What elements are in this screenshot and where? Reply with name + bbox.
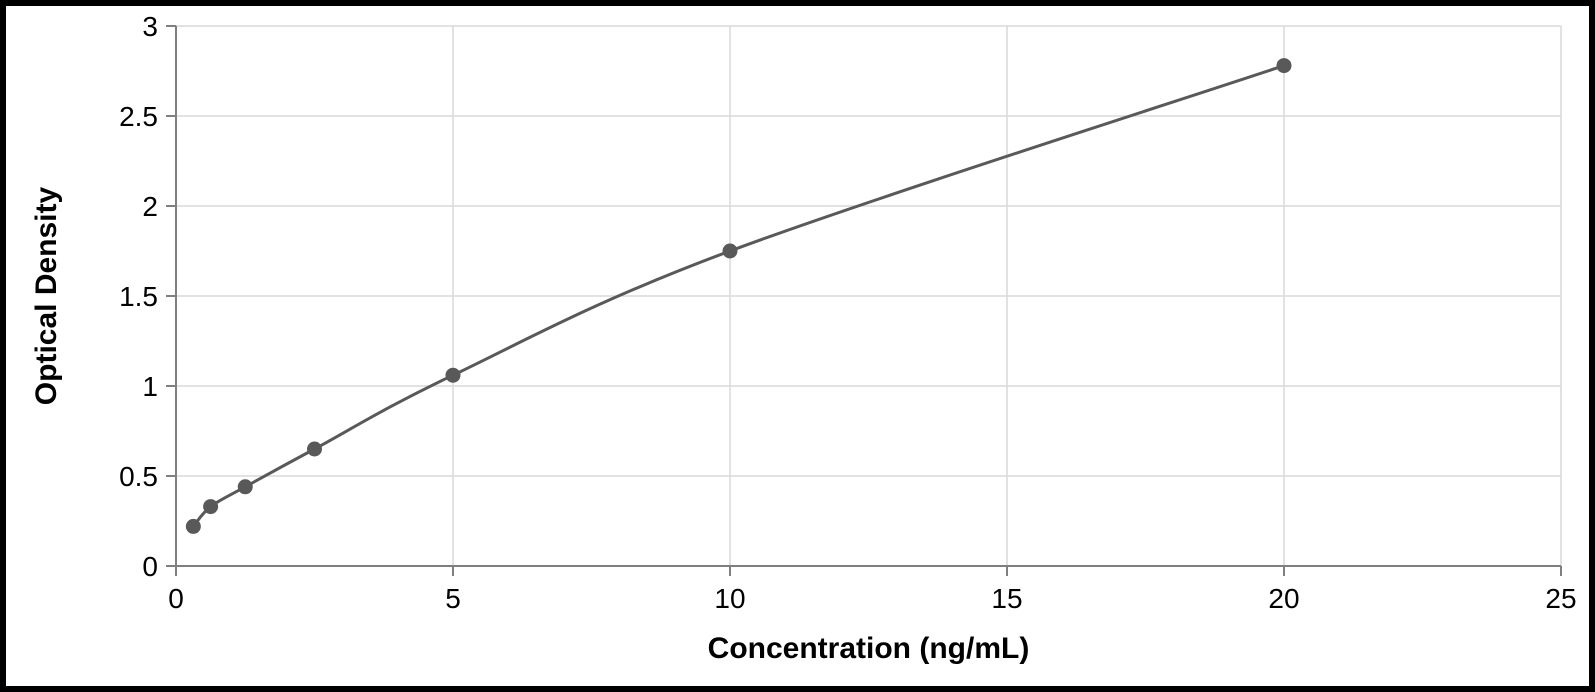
data-point-marker — [446, 368, 460, 382]
y-tick-label: 1 — [142, 371, 158, 402]
data-point-marker — [723, 244, 737, 258]
data-point-marker — [308, 442, 322, 456]
chart-svg: 0 5 10 15 20 25 0 0.5 1 1.5 2 2.5 3 Concentration (ng… — [6, 6, 1589, 686]
y-axis-title: Optical Density — [30, 186, 63, 405]
x-axis-title: Concentration (ng/mL) — [708, 632, 1030, 665]
y-tick-label: 0.5 — [119, 461, 158, 492]
x-tick-label: 0 — [168, 583, 184, 614]
x-tick-label: 5 — [445, 583, 461, 614]
chart-frame: 0 5 10 15 20 25 0 0.5 1 1.5 2 2.5 3 Concentration (ng… — [0, 0, 1595, 692]
y-tick-label: 0 — [142, 551, 158, 582]
data-point-marker — [186, 519, 200, 533]
data-point-marker — [204, 500, 218, 514]
y-tick-label: 1.5 — [119, 281, 158, 312]
data-point-marker — [238, 480, 252, 494]
x-tick-label: 25 — [1545, 583, 1576, 614]
data-point-marker — [1277, 59, 1291, 73]
chart-container: 0 5 10 15 20 25 0 0.5 1 1.5 2 2.5 3 Concentration (ng… — [6, 6, 1589, 686]
y-tick-label: 3 — [142, 11, 158, 42]
y-tick-label: 2.5 — [119, 101, 158, 132]
x-tick-label: 10 — [714, 583, 745, 614]
x-tick-label: 20 — [1268, 583, 1299, 614]
y-tick-label: 2 — [142, 191, 158, 222]
x-tick-label: 15 — [991, 583, 1022, 614]
